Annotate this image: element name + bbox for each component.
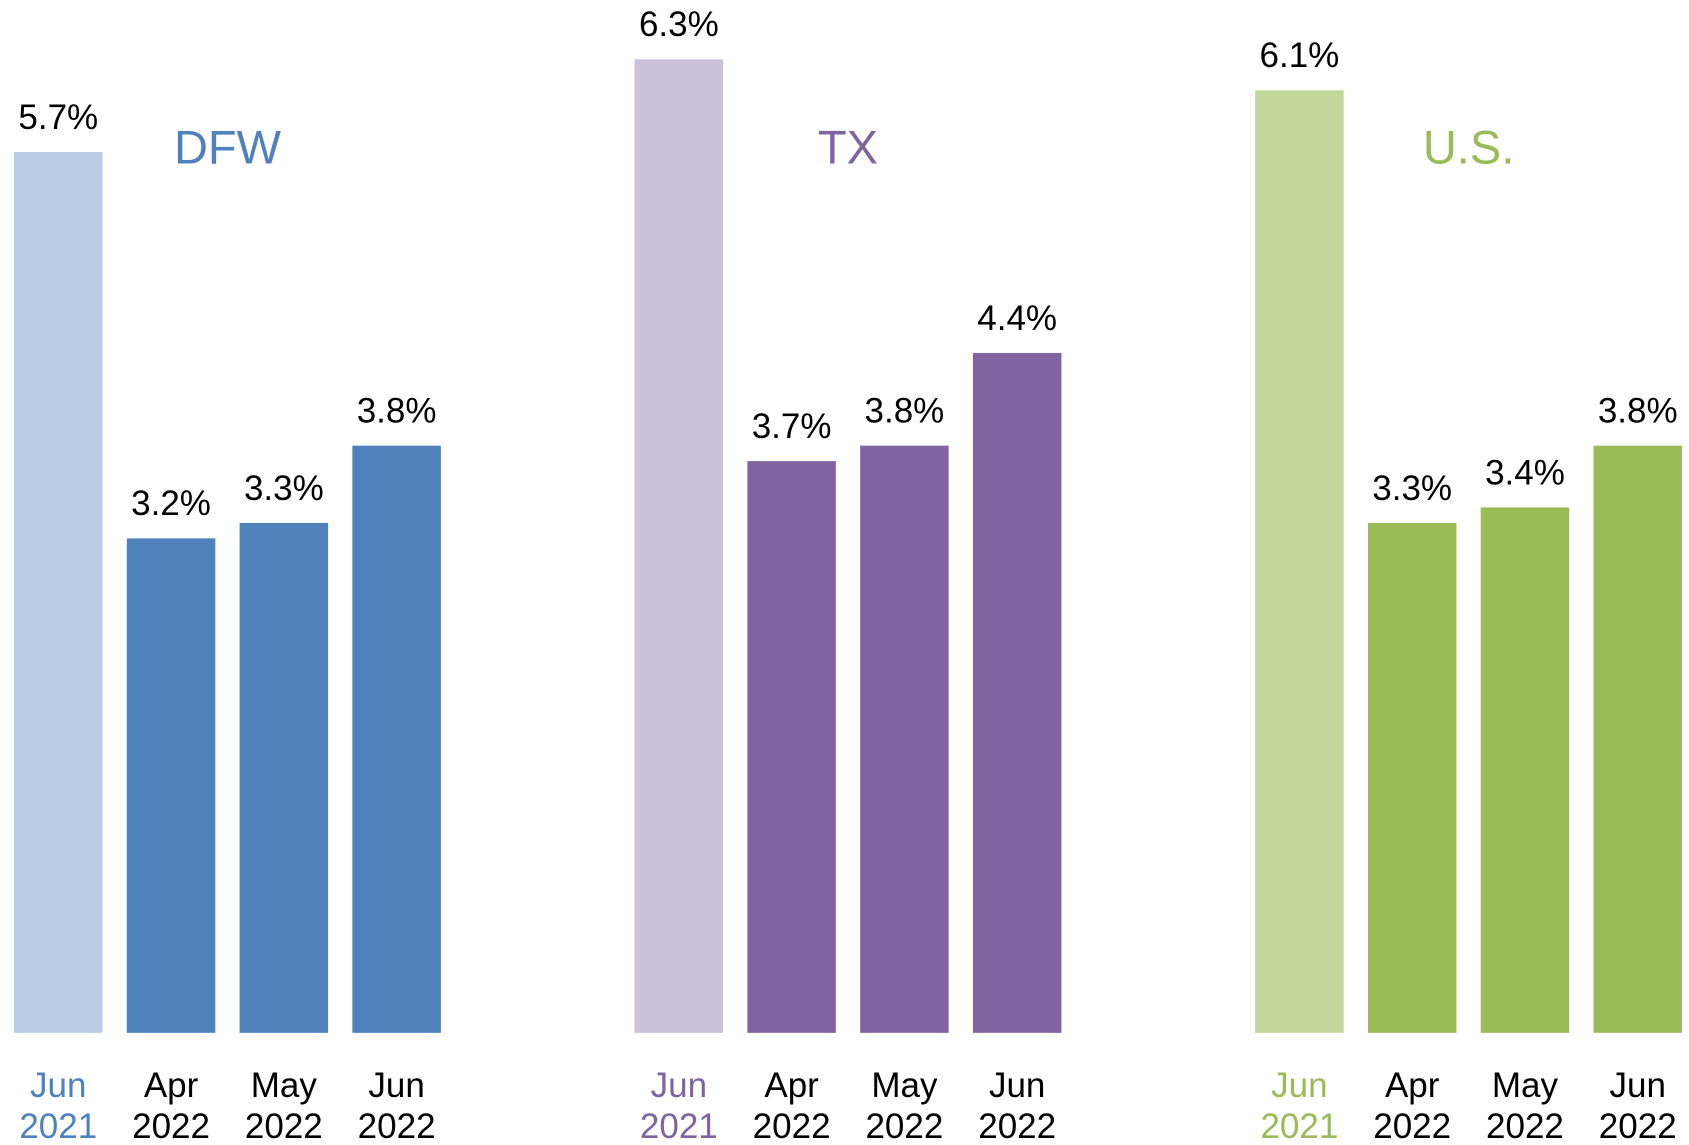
x-tick-label: Jun xyxy=(651,1066,707,1105)
bar xyxy=(634,59,724,1033)
x-tick-label: 2022 xyxy=(753,1107,831,1145)
x-tick-label: 2021 xyxy=(640,1107,718,1145)
x-tick-label: 2021 xyxy=(1260,1107,1338,1145)
x-tick-label: 2021 xyxy=(19,1107,97,1145)
x-tick-label: May xyxy=(251,1066,318,1105)
value-label: 3.8% xyxy=(357,392,437,431)
bar xyxy=(352,445,441,1033)
bar xyxy=(126,538,216,1033)
value-label: 3.4% xyxy=(1485,453,1565,492)
x-tick-label: Apr xyxy=(144,1066,199,1105)
chart-title: DFW xyxy=(174,121,282,174)
x-tick-label: 2022 xyxy=(978,1107,1056,1145)
value-label: 3.8% xyxy=(865,392,945,431)
bar xyxy=(1480,507,1570,1033)
x-tick-label: May xyxy=(871,1066,938,1105)
value-label: 3.7% xyxy=(752,407,832,446)
value-label: 3.3% xyxy=(244,469,324,508)
bar xyxy=(747,461,836,1033)
value-label: 3.8% xyxy=(1598,392,1678,431)
x-tick-label: Apr xyxy=(1385,1066,1440,1105)
x-tick-label: Jun xyxy=(1271,1066,1327,1105)
bar xyxy=(972,352,1062,1033)
bar xyxy=(1593,445,1682,1033)
bar xyxy=(14,152,103,1033)
bar xyxy=(1255,90,1344,1033)
value-label: 6.1% xyxy=(1260,36,1340,75)
bar xyxy=(239,522,329,1033)
x-tick-label: 2022 xyxy=(865,1107,943,1145)
chart-title: U.S. xyxy=(1423,121,1514,174)
bar xyxy=(1367,522,1457,1033)
x-tick-label: 2022 xyxy=(358,1107,436,1145)
value-label: 6.3% xyxy=(639,5,719,44)
x-tick-label: 2022 xyxy=(245,1107,323,1145)
value-label: 3.3% xyxy=(1372,469,1452,508)
x-tick-label: 2022 xyxy=(1599,1107,1677,1145)
x-tick-label: Jun xyxy=(30,1066,86,1105)
x-tick-label: Jun xyxy=(1610,1066,1666,1105)
x-tick-label: 2022 xyxy=(132,1107,210,1145)
value-label: 3.2% xyxy=(131,484,211,523)
value-label: 5.7% xyxy=(18,98,98,137)
value-label: 4.4% xyxy=(977,299,1057,338)
x-tick-label: Jun xyxy=(368,1066,424,1105)
x-tick-label: Apr xyxy=(764,1066,819,1105)
chart-title: TX xyxy=(818,121,878,174)
x-tick-label: Jun xyxy=(989,1066,1045,1105)
bar xyxy=(860,445,949,1033)
x-tick-label: 2022 xyxy=(1373,1107,1451,1145)
x-tick-label: May xyxy=(1492,1066,1559,1105)
x-tick-label: 2022 xyxy=(1486,1107,1564,1145)
